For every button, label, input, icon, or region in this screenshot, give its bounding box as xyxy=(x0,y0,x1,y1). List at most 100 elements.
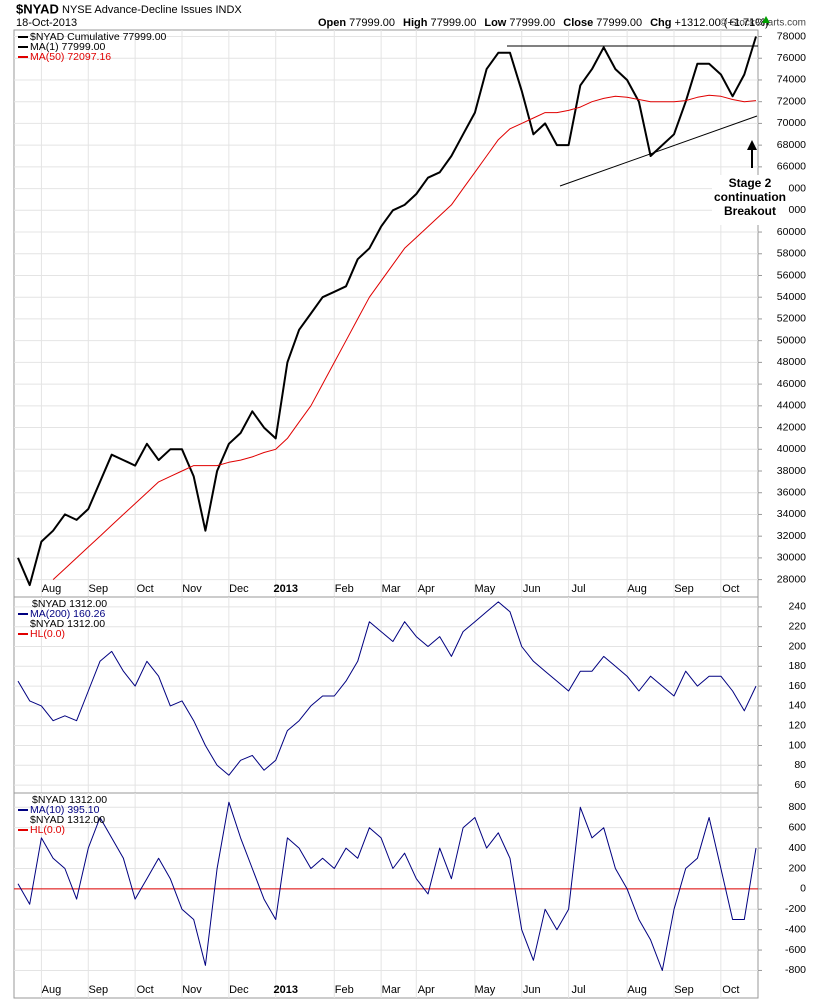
y-tick-label: 120 xyxy=(788,719,806,731)
y-tick-label: 66000 xyxy=(777,161,806,173)
legend-label: HL(0.0) xyxy=(30,824,65,836)
y-tick-label: 100 xyxy=(788,739,806,751)
y-tick-label: -600 xyxy=(785,944,806,956)
y-tick-label: 400 xyxy=(788,842,806,854)
quote-label: High xyxy=(403,17,428,29)
x-tick-label: May xyxy=(474,984,495,996)
x-tick-label: Jul xyxy=(572,583,586,595)
legend-label: MA(200) 160.26 xyxy=(30,608,105,620)
y-tick-label: 34000 xyxy=(777,508,806,520)
x-tick-label: Apr xyxy=(418,583,435,595)
y-tick-label: 800 xyxy=(788,801,806,813)
y-tick-label: 54000 xyxy=(777,291,806,303)
quote-value: 77999.00 xyxy=(430,17,476,29)
up-arrow xyxy=(762,16,770,23)
y-tick-label: 56000 xyxy=(777,269,806,281)
y-tick-label: 240 xyxy=(788,601,806,613)
x-tick-label: Oct xyxy=(722,984,739,996)
y-tick-label: 72000 xyxy=(777,95,806,107)
x-tick-label: 2013 xyxy=(273,984,297,996)
copyright: © StockCharts.com xyxy=(720,18,806,29)
x-tick-label: Sep xyxy=(88,583,108,595)
x-tick-label: Jun xyxy=(523,984,541,996)
x-tick-label: Dec xyxy=(229,583,249,595)
x-tick-label: Aug xyxy=(42,583,62,595)
x-tick-label: Oct xyxy=(722,583,739,595)
x-tick-label: 2013 xyxy=(273,583,297,595)
x-tick-label: Feb xyxy=(335,583,354,595)
x-tick-label: Oct xyxy=(137,583,154,595)
x-tick-label: Aug xyxy=(627,583,647,595)
panel: -800 -600 -400 -200 0 200 400 600 800 Aug Sep Oct No… xyxy=(13,792,806,999)
y-tick-label: 200 xyxy=(788,862,806,874)
y-tick-label: 78000 xyxy=(777,30,806,42)
quote: Open 77999.00 High 77999.00 Low 77999.00 Close… xyxy=(318,17,769,29)
y-tick-label: -200 xyxy=(785,903,806,915)
annotation: Breakout xyxy=(724,204,776,218)
y-tick-label: 46000 xyxy=(777,378,806,390)
y-tick-label: 32000 xyxy=(777,530,806,542)
annotation-arrowhead xyxy=(747,140,757,150)
plot: 28000 30000 32000 34000 36000 38000 40000 42000… xyxy=(13,29,806,999)
y-tick-label: 48000 xyxy=(777,356,806,368)
x-tick-label: Oct xyxy=(137,984,154,996)
panel-frame xyxy=(13,29,759,598)
annotation: Stage 2 xyxy=(729,176,772,190)
y-tick-label: -800 xyxy=(785,964,806,976)
quote-label: Open xyxy=(318,17,346,29)
legend-label: MA(10) 395.10 xyxy=(30,804,100,816)
y-tick-label: 60 xyxy=(794,779,806,791)
y-tick-label: 200 xyxy=(788,640,806,652)
quote-label: Chg xyxy=(650,17,671,29)
x-tick-label: Jun xyxy=(523,583,541,595)
y-tick-label: 76000 xyxy=(777,52,806,64)
x-tick-label: Feb xyxy=(335,984,354,996)
panel-frame xyxy=(13,596,759,794)
series-line xyxy=(52,94,757,580)
legend-label: $NYAD 1312.00 xyxy=(30,814,105,826)
annotation: continuation xyxy=(714,190,786,204)
x-tick-label: Jul xyxy=(572,984,586,996)
legend-label: $NYAD 1312.00 xyxy=(30,618,105,630)
y-tick-label: 74000 xyxy=(777,74,806,86)
y-tick-label: 70000 xyxy=(777,117,806,129)
quote-value: 77999.00 xyxy=(596,17,642,29)
panel-title: $NYAD 1312.00 xyxy=(32,794,107,806)
y-tick-label: 600 xyxy=(788,821,806,833)
symbol: $NYAD xyxy=(16,1,59,16)
series-line xyxy=(17,601,757,776)
quote-value: 77999.00 xyxy=(509,17,555,29)
y-tick-label: 0 xyxy=(800,883,806,895)
y-tick-label: 180 xyxy=(788,660,806,672)
x-tick-label: Mar xyxy=(382,583,401,595)
quote-label: Close xyxy=(563,17,593,29)
y-tick-label: 160 xyxy=(788,680,806,692)
y-tick-label: 220 xyxy=(788,620,806,632)
y-tick-label: 40000 xyxy=(777,443,806,455)
x-tick-label: Sep xyxy=(674,583,694,595)
support-line xyxy=(559,115,758,187)
y-tick-label: 52000 xyxy=(777,313,806,325)
x-tick-label: Sep xyxy=(674,984,694,996)
y-tick-label: 36000 xyxy=(777,487,806,499)
x-tick-label: Aug xyxy=(42,984,62,996)
series-line xyxy=(17,36,757,587)
series-line xyxy=(17,801,757,971)
annotation-bg xyxy=(712,175,788,225)
y-tick-label: 38000 xyxy=(777,465,806,477)
y-tick-label: -400 xyxy=(785,923,806,935)
y-tick-label: 50000 xyxy=(777,334,806,346)
y-tick-label: 60000 xyxy=(777,226,806,238)
y-tick-label: 42000 xyxy=(777,421,806,433)
symbol-name: NYSE Advance-Decline Issues INDX xyxy=(62,4,242,16)
y-tick-label: 44000 xyxy=(777,400,806,412)
x-tick-label: Apr xyxy=(418,984,435,996)
y-tick-label: 80 xyxy=(794,759,806,771)
quote-label: Low xyxy=(484,17,506,29)
y-tick-label: 68000 xyxy=(777,139,806,151)
x-tick-label: Mar xyxy=(382,984,401,996)
y-tick-label: 140 xyxy=(788,700,806,712)
y-tick-label: 28000 xyxy=(777,573,806,585)
panel-frame xyxy=(13,792,759,999)
